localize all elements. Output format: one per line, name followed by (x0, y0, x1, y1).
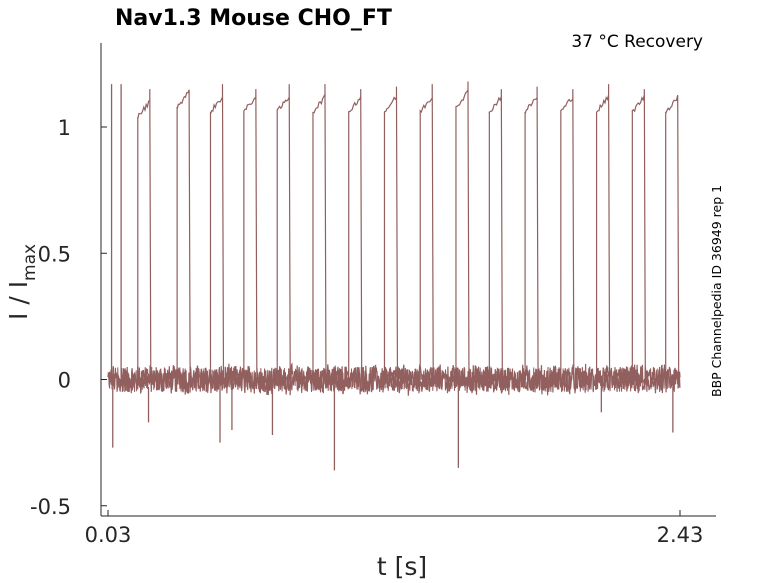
y-axis-label: I / Imax (4, 244, 40, 320)
pulse-step (276, 84, 291, 380)
y-tick-label: 0.5 (38, 242, 71, 266)
x-axis-label: t [s] (377, 552, 427, 581)
baseline-trace-2 (107, 366, 681, 393)
pulse-step (595, 84, 611, 380)
y-tick-label: 0 (58, 369, 71, 393)
svg-text:I / Imax: I / Imax (4, 244, 40, 320)
pulse-step (348, 89, 363, 380)
pulse-step (455, 81, 470, 380)
y-tick-label: -0.5 (30, 495, 71, 519)
pulse-step (312, 84, 327, 380)
chart-title: Nav1.3 Mouse CHO_FT (115, 6, 392, 31)
pulse-step (560, 89, 575, 380)
pulse-step (524, 86, 539, 380)
pulse-step (176, 89, 191, 380)
x-tick-label: 0.03 (85, 523, 132, 547)
pulse-step (209, 84, 225, 380)
y-axis-label-main: I / I (4, 281, 33, 320)
pulse-step (665, 94, 680, 380)
y-axis-label-sub: max (20, 244, 40, 281)
pulse-step (137, 89, 152, 380)
x-tick-label: 2.43 (657, 523, 704, 547)
pulse-step (243, 89, 258, 380)
y-tick-label: 1 (58, 116, 71, 140)
pulse-step (419, 84, 434, 380)
series-group (107, 81, 681, 471)
condition-annotation: 37 °C Recovery (571, 32, 703, 52)
pulse-step (383, 86, 399, 380)
pulse-step (631, 89, 646, 380)
side-label: BBP Channelpedia ID 36949 rep 1 (709, 185, 724, 397)
pulse-step (488, 89, 503, 380)
